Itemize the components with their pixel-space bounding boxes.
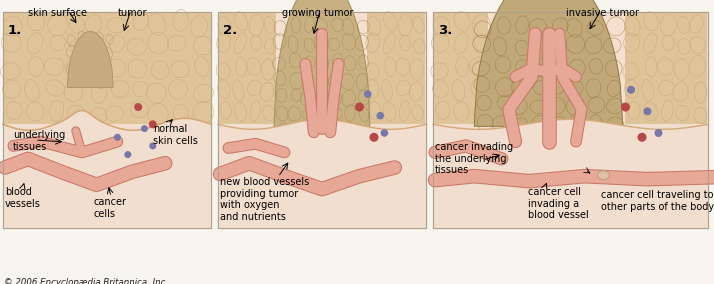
Bar	[218, 12, 426, 228]
Bar	[218, 12, 426, 228]
Text: new blood vessels
providing tumor
with oxygen
and nutrients: new blood vessels providing tumor with o…	[220, 177, 309, 222]
Text: cancer invading
the underlying
tissues: cancer invading the underlying tissues	[435, 142, 513, 175]
Text: cancer
cells: cancer cells	[93, 197, 126, 219]
Text: normal
skin cells: normal skin cells	[153, 124, 198, 146]
Ellipse shape	[598, 171, 610, 180]
Bar	[433, 12, 488, 124]
Bar	[433, 124, 708, 228]
Bar	[474, 17, 623, 154]
Polygon shape	[474, 0, 623, 126]
Polygon shape	[3, 110, 211, 228]
Bar	[367, 12, 425, 124]
Text: 3.: 3.	[438, 24, 453, 37]
Bar	[274, 17, 370, 142]
Bar	[3, 12, 211, 228]
Text: underlying
tissues: underlying tissues	[13, 130, 65, 152]
Circle shape	[355, 103, 364, 112]
Polygon shape	[68, 32, 114, 87]
Circle shape	[370, 133, 378, 142]
Bar	[433, 12, 708, 228]
Text: 1.: 1.	[8, 24, 22, 37]
Text: cancer cell traveling to
other parts of the body: cancer cell traveling to other parts of …	[601, 190, 714, 212]
Text: cancer cell
invading a
blood vessel: cancer cell invading a blood vessel	[528, 187, 589, 220]
Circle shape	[364, 90, 371, 98]
Polygon shape	[433, 119, 708, 228]
Circle shape	[134, 103, 142, 111]
Bar	[218, 124, 426, 228]
Circle shape	[381, 129, 388, 137]
Bar	[3, 124, 211, 228]
Circle shape	[621, 103, 630, 112]
Circle shape	[149, 120, 157, 128]
Polygon shape	[504, 124, 593, 154]
Text: blood
vessels: blood vessels	[5, 187, 41, 209]
Circle shape	[638, 133, 646, 142]
Polygon shape	[218, 119, 426, 228]
Bar	[68, 32, 114, 89]
Bar	[433, 12, 708, 228]
Circle shape	[149, 142, 156, 149]
Bar	[218, 12, 276, 124]
Text: tumor: tumor	[119, 8, 148, 18]
Text: invasive tumor: invasive tumor	[566, 8, 640, 18]
Bar	[3, 12, 211, 228]
Circle shape	[114, 134, 121, 141]
Text: 2.: 2.	[223, 24, 237, 37]
Circle shape	[124, 151, 131, 158]
Text: © 2006 Encyclopædia Britannica, Inc.: © 2006 Encyclopædia Britannica, Inc.	[4, 278, 168, 284]
Bar	[625, 12, 707, 124]
Circle shape	[655, 129, 663, 137]
Text: growing tumor: growing tumor	[282, 8, 353, 18]
Circle shape	[141, 125, 148, 132]
Polygon shape	[274, 0, 370, 126]
Text: skin surface: skin surface	[29, 8, 88, 18]
Circle shape	[376, 112, 384, 120]
Bar	[3, 12, 211, 124]
Circle shape	[627, 86, 635, 94]
Circle shape	[643, 107, 651, 115]
